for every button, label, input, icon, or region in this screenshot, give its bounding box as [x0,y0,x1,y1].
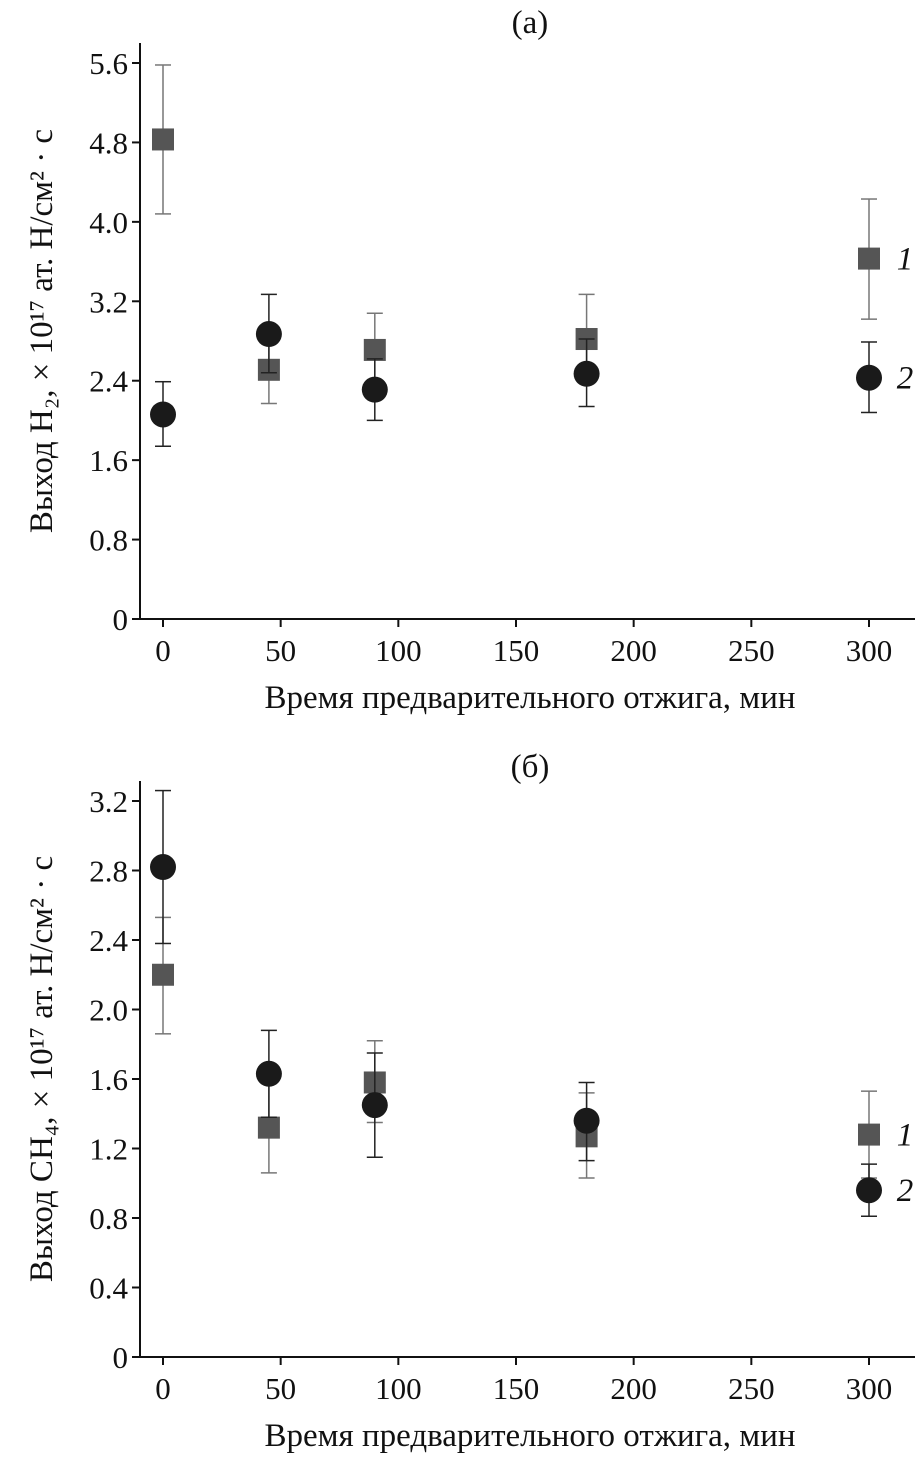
y-tick-label: 0 [113,1340,129,1375]
x-tick-label: 150 [493,633,540,668]
x-tick-label: 100 [375,1371,422,1406]
panel-title: (а) [512,5,549,41]
x-tick-label: 250 [728,633,775,668]
x-tick-label: 300 [846,633,893,668]
data-point-circle [856,1177,882,1204]
data-point-square [152,128,174,151]
y-tick-label: 1.6 [89,443,128,478]
x-axis-label: Время предварительного отжига, мин [264,1418,795,1454]
y-tick-label: 1.2 [89,1132,128,1167]
series-label: 1 [897,242,914,278]
data-point-square [152,963,174,986]
y-tick-label: 0.4 [89,1271,128,1306]
series-1: 1 [152,64,914,405]
y-tick-label: 4.0 [89,205,128,240]
y-tick-label: 3.2 [89,784,128,819]
y-tick-label: 2.4 [89,364,128,399]
y-tick-label: 0 [113,602,129,637]
x-tick-label: 50 [265,633,296,668]
x-tick-label: 200 [610,633,657,668]
y-tick-label: 4.8 [89,125,128,160]
x-tick-label: 300 [846,1371,893,1406]
data-point-circle [150,401,176,428]
x-tick-label: 100 [375,633,422,668]
data-point-square [858,1123,880,1146]
data-point-circle [856,364,882,391]
x-tick-label: 150 [493,1371,540,1406]
x-tick-label: 0 [155,1371,171,1406]
y-tick-label: 2.8 [89,854,128,889]
panel-title: (б) [511,749,550,785]
data-point-circle [255,321,282,348]
series-1: 1 [152,916,914,1179]
x-tick-label: 50 [265,1371,296,1406]
y-tick-label: 2.0 [89,993,128,1028]
data-point-square [257,1116,280,1139]
series-label: 2 [897,361,914,397]
data-point-circle [361,1092,388,1119]
series-2: 2 [150,293,914,447]
data-point-square [858,247,880,270]
series-2: 2 [150,789,914,1218]
x-tick-label: 250 [728,1371,775,1406]
y-tick-label: 3.2 [89,284,128,319]
y-tick-label: 2.4 [89,923,128,958]
x-tick-label: 200 [610,1371,657,1406]
x-axis-label: Время предварительного отжига, мин [264,680,795,716]
data-point-circle [573,360,600,387]
data-point-circle [255,1060,282,1087]
y-tick-label: 0.8 [89,523,128,558]
series-label: 2 [897,1173,914,1209]
y-axis-label: Выход CH₄, × 10¹⁷ ат. H/см² · с [24,856,60,1282]
data-point-square [363,338,386,361]
panel-b: (б) 0 0.4 0.8 1.2 1.6 2.0 2.4 2.8 3.2 0 50 100 150 200… [24,749,915,1454]
data-point-circle [573,1107,600,1134]
y-axis-label: Выход H₂, × 10¹⁷ ат. H/см² · с [24,129,60,533]
data-point-circle [150,854,176,881]
panel-a: (а) 0 0.8 1.6 2.4 3.2 4.0 4.8 5.6 0 50 100 150 200 250… [24,5,915,716]
series-label: 1 [897,1118,914,1154]
y-tick-label: 0.8 [89,1201,128,1236]
x-tick-label: 0 [155,633,171,668]
y-tick-label: 1.6 [89,1062,128,1097]
y-tick-label: 5.6 [89,46,128,81]
data-point-circle [361,376,388,403]
